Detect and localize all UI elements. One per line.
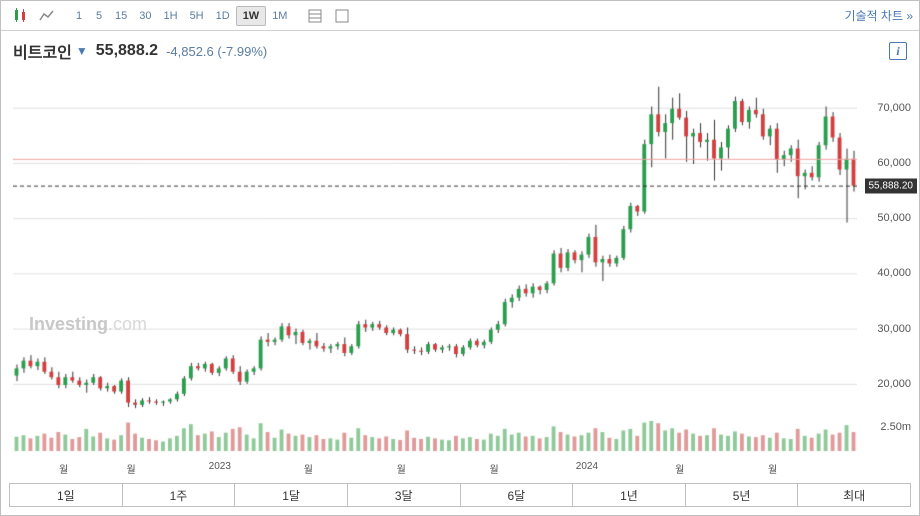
period-최대[interactable]: 최대: [798, 484, 910, 506]
y-tick-label: 70,000: [877, 102, 911, 114]
interval-1W[interactable]: 1W: [236, 6, 267, 26]
chart-container: 1515301H5H1D1W1M 기술적 차트 » 비트코인 ▼ 55,888.…: [0, 0, 920, 516]
period-3달[interactable]: 3달: [348, 484, 461, 506]
interval-1D[interactable]: 1D: [210, 7, 236, 25]
y-tick-label: 60,000: [877, 157, 911, 169]
x-tick-label: 2023: [209, 461, 231, 472]
interval-5H[interactable]: 5H: [184, 7, 210, 25]
toolbar-left: 1515301H5H1D1W1M: [7, 4, 355, 28]
x-tick-label: 월: [59, 461, 68, 476]
interval-30[interactable]: 30: [133, 7, 157, 25]
current-price: 55,888.2: [96, 42, 158, 60]
watermark: Investing.com: [29, 314, 147, 335]
interval-group: 1515301H5H1D1W1M: [69, 6, 293, 26]
y-tick-label: 50,000: [877, 212, 911, 224]
candlestick-canvas: [13, 69, 857, 459]
interval-1M[interactable]: 1M: [266, 7, 293, 25]
fullscreen-icon[interactable]: [329, 4, 355, 28]
x-tick-label: 2024: [576, 461, 598, 472]
line-chart-icon[interactable]: [34, 4, 60, 28]
x-tick-label: 월: [304, 461, 313, 476]
x-tick-label: 월: [768, 461, 777, 476]
period-5년[interactable]: 5년: [686, 484, 799, 506]
y-tick-label: 30,000: [877, 323, 911, 335]
period-1년[interactable]: 1년: [573, 484, 686, 506]
y-axis: 20,000 30,000 40,000 50,000 60,000 70,000 2.50…: [857, 69, 919, 459]
x-tick-label: 월: [397, 461, 406, 476]
candlestick-icon[interactable]: [7, 4, 33, 28]
interval-5[interactable]: 5: [89, 7, 109, 25]
y-tick-label: 40,000: [877, 267, 911, 279]
x-tick-label: 월: [675, 461, 684, 476]
period-1주[interactable]: 1주: [123, 484, 236, 506]
settings-icon[interactable]: [302, 4, 328, 28]
interval-1[interactable]: 1: [69, 7, 89, 25]
toolbar-right: 기술적 차트 »: [844, 7, 913, 24]
technical-chart-link[interactable]: 기술적 차트 »: [844, 7, 913, 24]
current-price-tag: 55,888.20: [865, 178, 918, 193]
chart-area[interactable]: Investing.com: [13, 69, 857, 459]
interval-1H[interactable]: 1H: [158, 7, 184, 25]
toolbar: 1515301H5H1D1W1M 기술적 차트 »: [1, 1, 919, 31]
x-tick-label: 월: [489, 461, 498, 476]
period-1달[interactable]: 1달: [235, 484, 348, 506]
info-icon[interactable]: i: [889, 42, 907, 60]
interval-15[interactable]: 15: [109, 7, 133, 25]
x-axis: 월 월 2023 월 월 월 2024 월 월: [13, 461, 857, 477]
volume-axis-label: 2.50m: [880, 421, 911, 433]
period-1일[interactable]: 1일: [10, 484, 123, 506]
y-tick-label: 20,000: [877, 378, 911, 390]
instrument-title: 비트코인: [13, 39, 72, 63]
x-tick-label: 월: [127, 461, 136, 476]
period-6달[interactable]: 6달: [461, 484, 574, 506]
period-bar: 1일1주1달3달6달1년5년최대: [9, 483, 911, 507]
price-change: -4,852.6 (-7.99%): [166, 44, 267, 59]
arrow-down-icon: ▼: [76, 44, 88, 58]
price-header: 비트코인 ▼ 55,888.2 -4,852.6 (-7.99%) i: [1, 31, 919, 67]
